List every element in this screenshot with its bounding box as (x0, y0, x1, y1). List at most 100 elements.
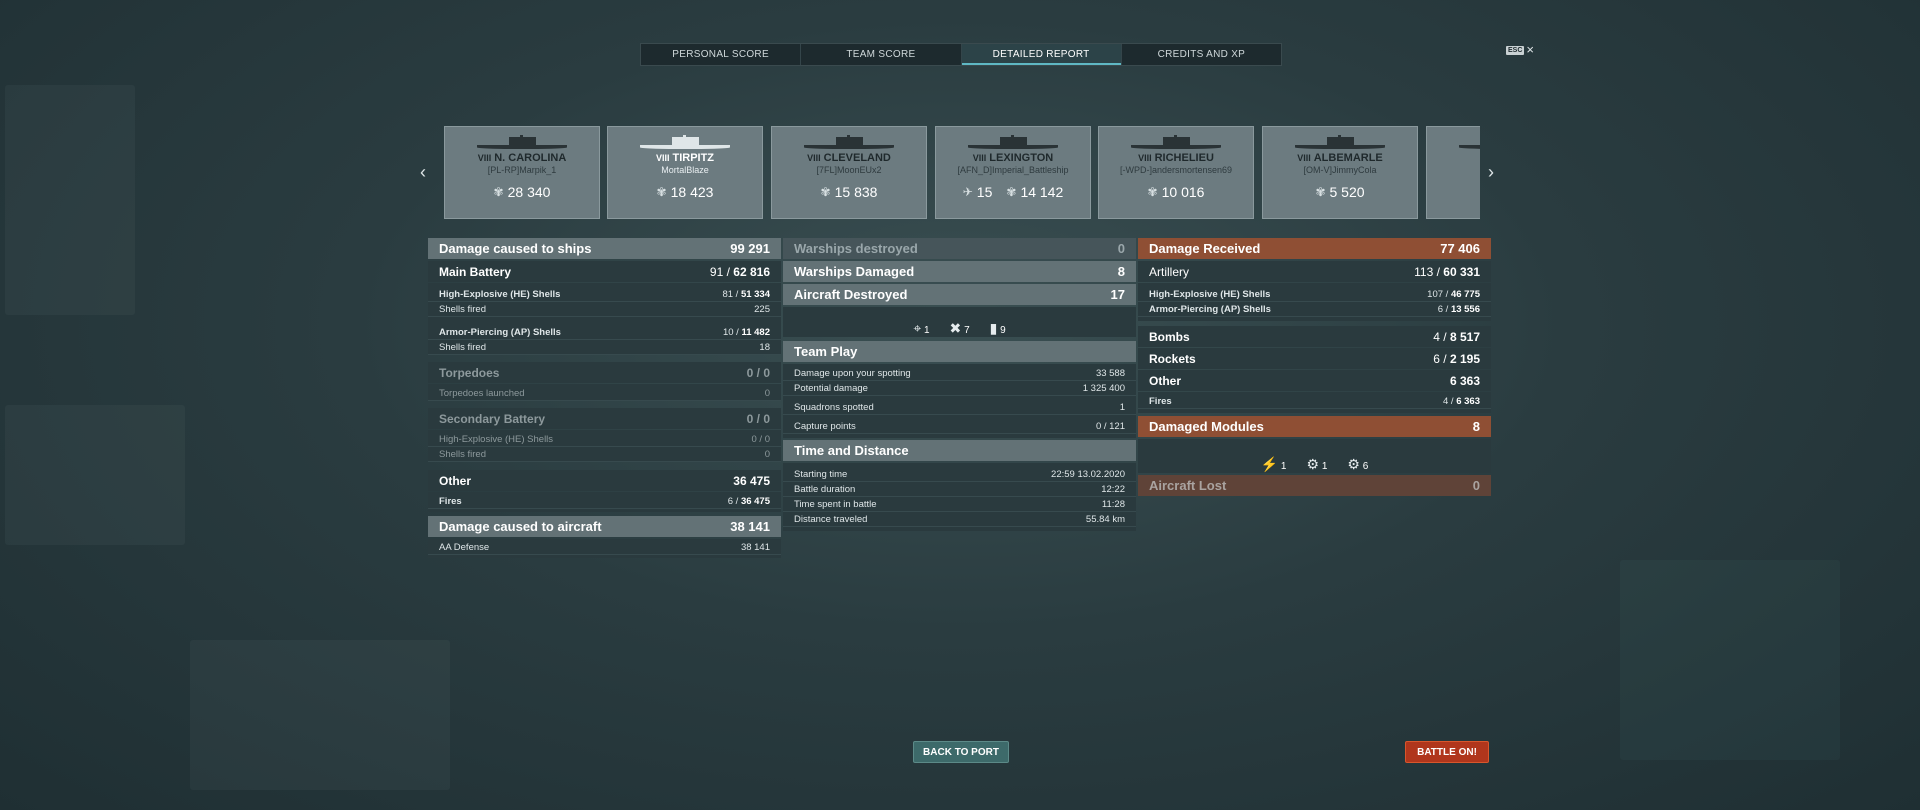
rockets-row: Rockets 6 / 2 195 (1138, 348, 1491, 369)
team-play-column: Warships destroyed 0 Warships Damaged 8 Ai… (783, 238, 1136, 531)
damage-aircraft-header: Damage caused to aircraft 38 141 (428, 516, 781, 537)
torpedoes-launched-row: Torpedoes launched 0 (428, 386, 781, 401)
ship-carousel: VIII N. CAROLINA [PL-RP]Marpik_1 ✾ 28 340 … (444, 126, 1480, 219)
ship-name: RICHELIEU (1154, 152, 1214, 164)
secondary-battery-row: Secondary Battery 0 / 0 (428, 408, 781, 429)
ship-tier: VIII (972, 153, 987, 163)
damaged-modules-header: Damaged Modules 8 (1138, 416, 1491, 437)
player-name: [-WPD-]andersmortensen69 (1119, 165, 1233, 175)
back-to-port-button[interactable]: BACK TO PORT (913, 741, 1009, 763)
ship-score: 15 838 (834, 184, 878, 200)
secondary-fired-row: Shells fired 0 (428, 447, 781, 462)
other-received-row: Other 6 363 (1138, 370, 1491, 391)
ribbons-row: ⌖ 1 ✖ 7 ▮ 9 (783, 307, 1136, 337)
ship-card-cleveland[interactable]: VIII CLEVELAND [7FL]MoonEUx2 ✾ 15 838 (771, 126, 927, 219)
spotting-damage-row: Damage upon your spotting 33 588 (783, 366, 1136, 381)
capture-points-row: Capture points 0 / 121 (783, 419, 1136, 434)
secondary-he-row: High-Explosive (HE) Shells 0 / 0 (428, 432, 781, 447)
player-name: [7FL]MoonEUx2 (816, 165, 882, 175)
ship-name: ALBEMARLE (1313, 152, 1383, 164)
team-play-header: Team Play (783, 341, 1136, 362)
ship-tier: VIII (1138, 153, 1152, 163)
module-count: 6 (1362, 461, 1369, 472)
aa-defense-row: AA Defense 38 141 (428, 540, 781, 555)
turret-icon: ⚙ (1347, 456, 1360, 472)
carousel-next-arrow[interactable]: › (1488, 162, 1494, 182)
ship-card-carolina[interactable]: VIII N. CAROLINA [PL-RP]Marpik_1 ✾ 28 340 (444, 126, 600, 219)
tab-credits-and-xp[interactable]: CREDITS AND XP (1157, 49, 1246, 60)
player-name: [AFN_D]Imperial_Battleship (957, 165, 1069, 175)
ship-silhouette-icon (804, 135, 894, 149)
tab-detailed-report[interactable]: DETAILED REPORT (961, 44, 1122, 65)
carousel-prev-arrow[interactable]: ‹ (420, 162, 426, 182)
aircraft-destroyed-header: Aircraft Destroyed 17 (783, 284, 1136, 305)
ship-card-lexington[interactable]: VIII LEXINGTON [AFN_D]Imperial_Battleship… (935, 126, 1091, 219)
received-he-row: High-Explosive (HE) Shells 107 / 46 775 (1138, 287, 1491, 302)
battle-on-button[interactable]: BATTLE ON! (1405, 741, 1489, 763)
distance-traveled-row: Distance traveled 55.84 km (783, 512, 1136, 527)
ribbon-count: 9 (1000, 325, 1006, 336)
ap-shells-fired-row: Shells fired 18 (428, 340, 781, 355)
ship-score: 5 520 (1329, 184, 1365, 200)
bomb-icon: ▮ (989, 320, 998, 336)
aircraft-lost-header: Aircraft Lost 0 (1138, 475, 1491, 496)
ship-score: 14 142 (1020, 184, 1064, 200)
torpedoes-row: Torpedoes 0 / 0 (428, 362, 781, 383)
time-distance-header: Time and Distance (783, 440, 1136, 461)
fires-row: Fires 6 / 36 475 (428, 494, 781, 509)
laurel-icon: ✾ (1147, 185, 1158, 199)
ship-score: 18 423 (670, 184, 714, 200)
player-name: [OM-V]JimmyCola (1303, 165, 1377, 175)
ship-silhouette-icon (1295, 135, 1385, 149)
laurel-icon: ✾ (820, 185, 831, 199)
ribbon-count: 1 (923, 325, 930, 336)
battle-duration-row: Battle duration 12:22 (783, 482, 1136, 497)
ship-tier: VIII (1297, 153, 1311, 163)
ship-silhouette-icon (640, 135, 730, 149)
warships-damaged-header: Warships Damaged 8 (783, 261, 1136, 282)
ship-name: TIRPITZ (672, 152, 715, 164)
main-battery-row: Main Battery 91 / 62 816 (428, 261, 781, 282)
ship-silhouette-icon (477, 135, 567, 149)
module-count: 1 (1321, 461, 1328, 472)
background-minimap (1620, 560, 1840, 760)
ship-silhouette-icon (1459, 135, 1480, 149)
ship-tier: VIII (655, 153, 670, 163)
main-battery-panel: High-Explosive (HE) Shells 81 / 51 334 Sh… (428, 283, 781, 355)
tab-personal-score[interactable]: PERSONAL SCORE (641, 44, 802, 65)
module-count: 1 (1280, 461, 1287, 472)
steering-icon: ⚙ (1306, 456, 1320, 472)
ship-score: 28 340 (507, 184, 551, 200)
esc-key-icon: ESC (1506, 45, 1525, 55)
laurel-icon: ✾ (1006, 185, 1017, 199)
ship-card-richelieu[interactable]: VIII RICHELIEU [-WPD-]andersmortensen69 ✾… (1098, 126, 1254, 219)
ship-card-partial[interactable] (1426, 126, 1480, 219)
laurel-icon: ✾ (656, 185, 667, 199)
ship-card-albemarle[interactable]: VIII ALBEMARLE [OM-V]JimmyCola ✾ 5 520 (1262, 126, 1418, 219)
crosshair-icon: ⌖ (913, 320, 922, 336)
player-name: [PL-RP]Marpik_1 (487, 165, 557, 175)
he-shells-fired-row: Shells fired 225 (428, 302, 781, 317)
damage-dealt-column: Damage caused to ships 99 291 Main Batter… (428, 238, 781, 558)
report-tabs: PERSONAL SCORE TEAM SCORE DETAILED REPOR… (640, 43, 1282, 66)
ap-shells-row: Armor-Piercing (AP) Shells 10 / 11 482 (428, 325, 781, 340)
damage-received-column: Damage Received 77 406 Artillery 113 / 60 … (1138, 238, 1491, 498)
ship-silhouette-icon (1131, 135, 1221, 149)
starting-time-row: Starting time 22:59 13.02.2020 (783, 467, 1136, 482)
ship-silhouette-icon (968, 135, 1058, 149)
close-icon: × (1526, 42, 1534, 57)
tab-team-score[interactable]: TEAM SCORE (801, 44, 962, 65)
squadrons-spotted-row: Squadrons spotted 1 (783, 400, 1136, 415)
engine-icon: ⚡ (1260, 456, 1279, 472)
he-shells-row: High-Explosive (HE) Shells 81 / 51 334 (428, 287, 781, 302)
warships-destroyed-header: Warships destroyed 0 (783, 238, 1136, 259)
bombs-row: Bombs 4 / 8 517 (1138, 326, 1491, 347)
ship-tier: VIII (477, 153, 492, 163)
close-button[interactable]: ESC × (1506, 42, 1534, 57)
plane-kill-icon: ✈ (962, 185, 973, 199)
ship-card-tirpitz[interactable]: VIII TIRPITZ MortalBlaze ✾ 18 423 (607, 126, 763, 219)
module-icons-row: ⚡ 1 ⚙ 1 ⚙ 6 (1138, 439, 1491, 473)
plane-kills: 15 (976, 184, 993, 200)
ribbon-count: 7 (964, 325, 970, 336)
ship-name: LEXINGTON (989, 152, 1054, 164)
